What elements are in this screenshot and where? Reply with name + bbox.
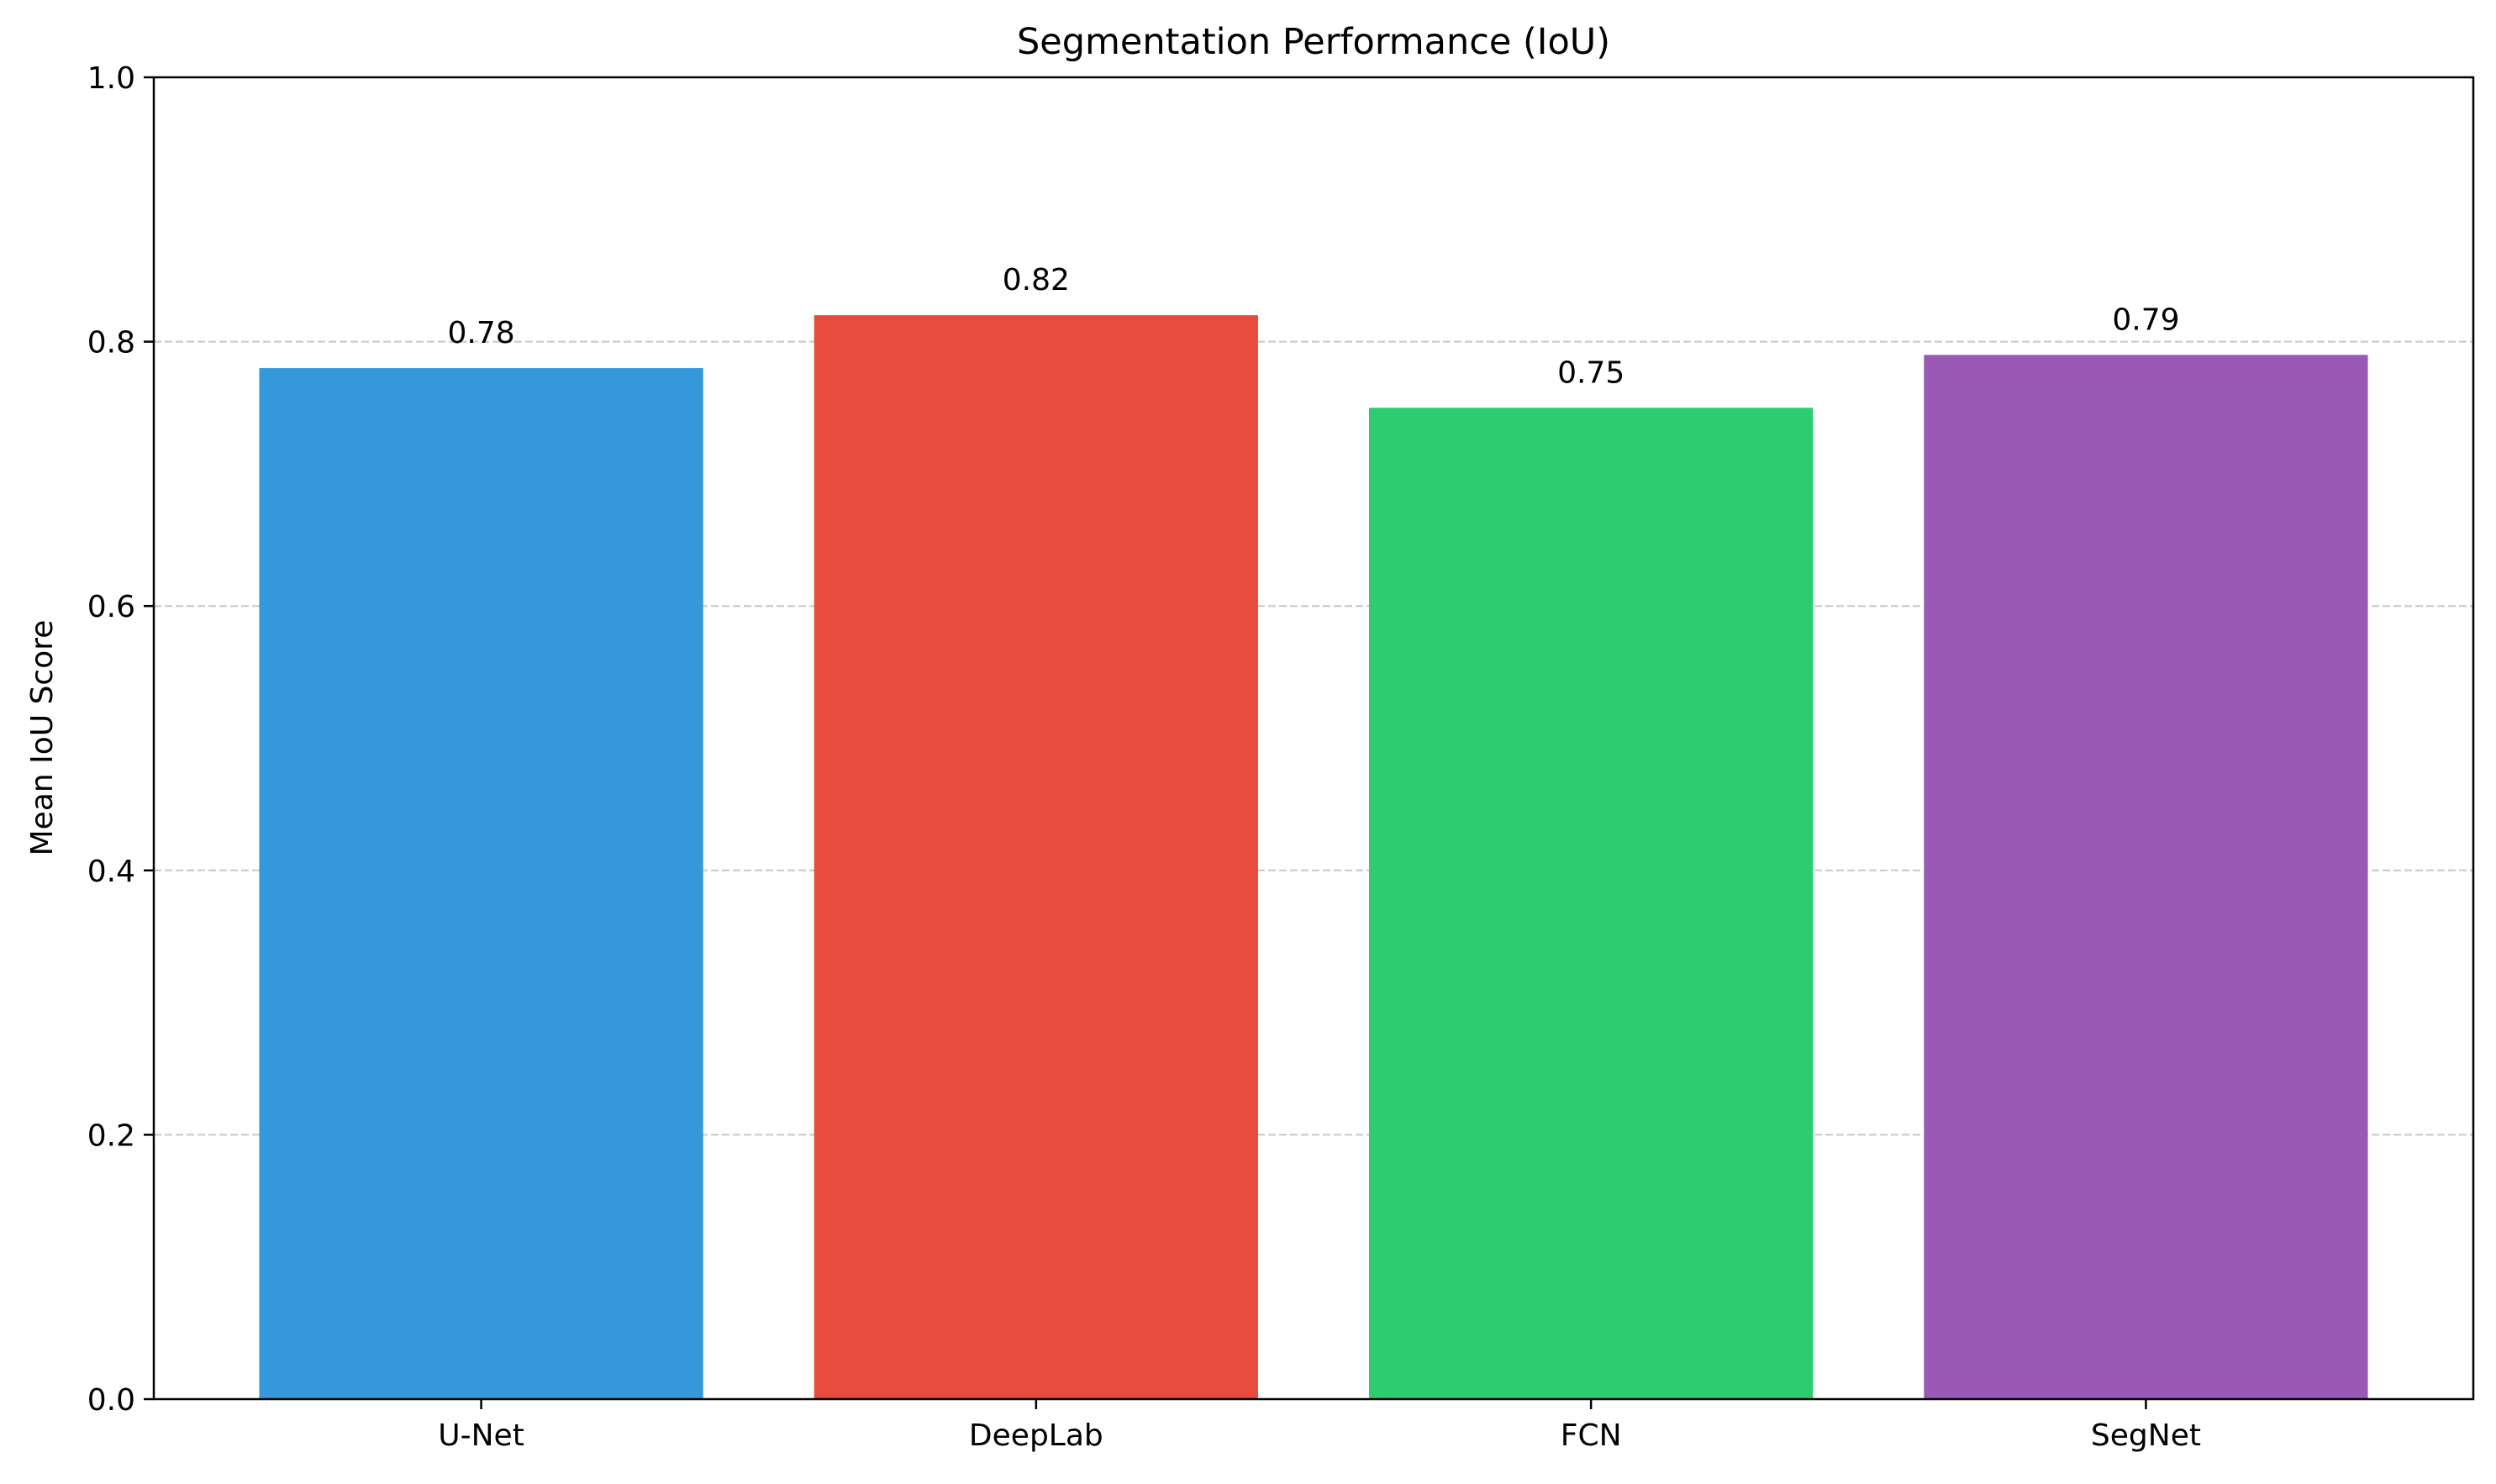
x-tick-label: DeepLab <box>969 1418 1103 1453</box>
plot-frame <box>152 76 2475 1401</box>
bar-value-label: 0.79 <box>2112 303 2179 337</box>
x-tick-label: SegNet <box>2091 1418 2201 1453</box>
y-tick-label: 0.4 <box>87 855 135 889</box>
bar-value-label: 0.78 <box>447 316 514 350</box>
y-tick-label: 0.6 <box>87 590 135 624</box>
y-axis-label: Mean IoU Score <box>25 620 60 856</box>
bar-u-net <box>259 368 703 1399</box>
bar-deeplab <box>814 315 1258 1399</box>
chart-title: Segmentation Performance (IoU) <box>1017 21 1610 63</box>
x-tick-label: FCN <box>1561 1418 1622 1453</box>
bars <box>259 315 2368 1400</box>
bar-segnet <box>1924 355 2368 1400</box>
x-tick-label: U-Net <box>438 1418 524 1453</box>
bar-value-label: 0.75 <box>1557 355 1625 390</box>
y-tick-label: 0.2 <box>87 1118 135 1153</box>
bar-value-labels: 0.78 0.82 0.75 0.79 <box>447 263 2179 390</box>
y-axis: 0.0 0.2 0.4 0.6 0.8 1.0 <box>87 61 154 1418</box>
y-tick-label: 0.8 <box>87 326 135 360</box>
bar-fcn <box>1369 408 1814 1399</box>
bar-value-label: 0.82 <box>1003 263 1070 297</box>
y-tick-label: 1.0 <box>87 61 135 96</box>
y-tick-label: 0.0 <box>87 1383 135 1418</box>
x-axis: U-Net DeepLab FCN SegNet <box>438 1399 2201 1453</box>
